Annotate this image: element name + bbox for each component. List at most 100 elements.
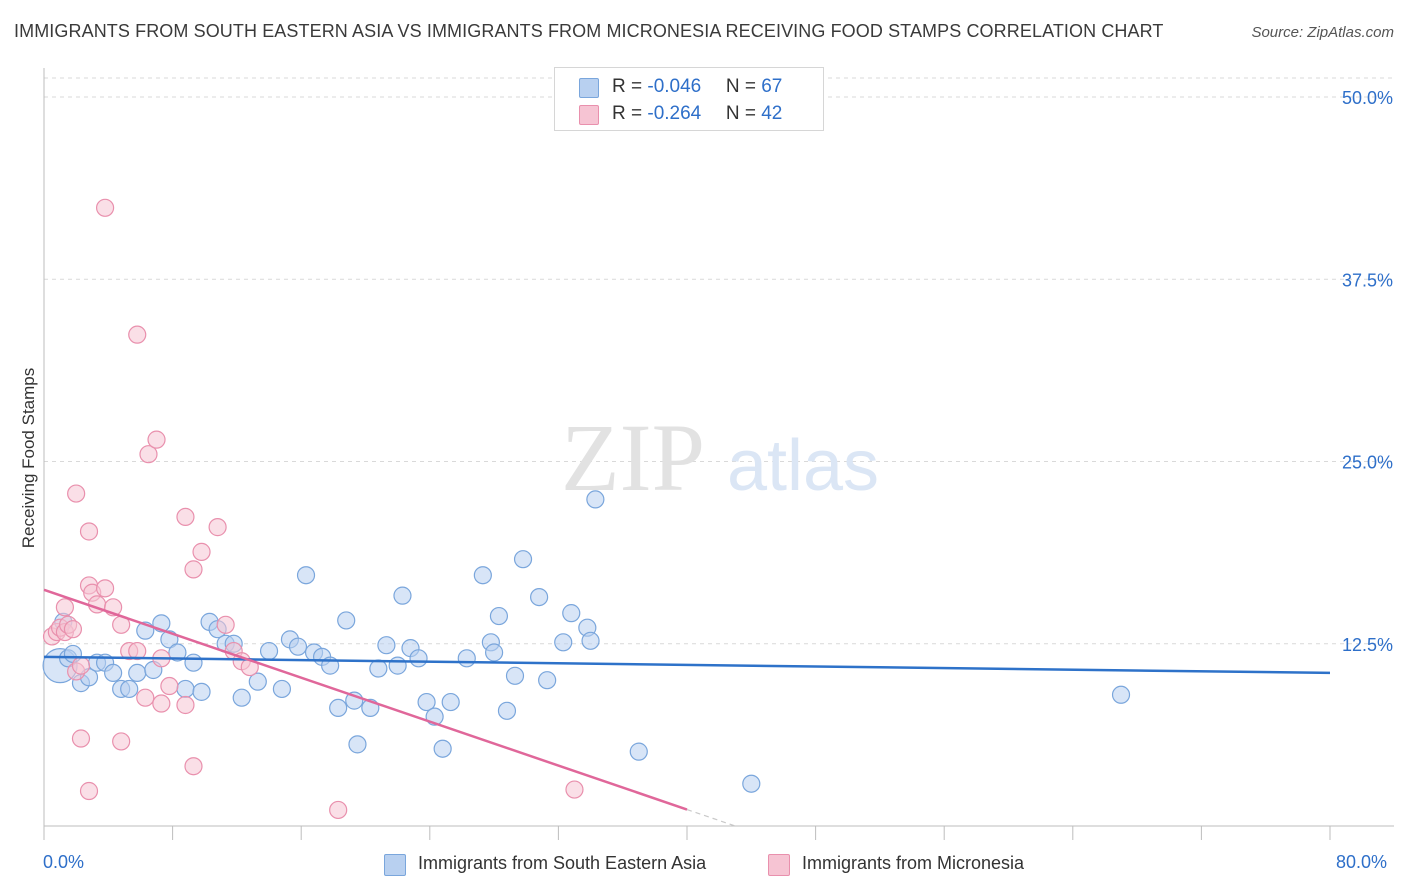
data-point-south-eastern-asia <box>513 550 533 569</box>
data-point-south-eastern-asia <box>629 742 648 761</box>
data-point-micronesia <box>79 781 99 801</box>
legend-r-value: -0.264 <box>647 103 702 124</box>
data-point-micronesia <box>329 800 348 820</box>
bottom-legend-label: Immigrants from Micronesia <box>802 853 1025 873</box>
data-point-south-eastern-asia <box>505 666 525 685</box>
data-point-micronesia <box>128 325 147 344</box>
data-point-micronesia <box>208 518 227 537</box>
data-point-micronesia <box>67 484 86 503</box>
watermark-zip: ZIP <box>561 404 705 511</box>
data-point-south-eastern-asia <box>489 606 509 626</box>
data-point-south-eastern-asia <box>530 587 549 607</box>
data-point-micronesia <box>95 579 115 598</box>
data-point-south-eastern-asia <box>473 566 492 585</box>
data-point-micronesia <box>192 542 211 561</box>
y-tick-label: 37.5% <box>1342 270 1393 290</box>
y-tick-label: 12.5% <box>1342 635 1393 655</box>
data-point-south-eastern-asia <box>337 611 356 630</box>
data-point-south-eastern-asia <box>128 663 147 683</box>
bottom-legend-label: Immigrants from South Eastern Asia <box>418 853 707 873</box>
data-point-south-eastern-asia <box>176 679 195 699</box>
data-point-south-eastern-asia <box>581 631 600 650</box>
data-point-south-eastern-asia <box>232 688 251 707</box>
data-point-south-eastern-asia <box>259 641 279 661</box>
data-point-micronesia <box>71 729 91 748</box>
watermark: ZIP atlas <box>561 404 879 511</box>
data-point-south-eastern-asia <box>348 735 367 754</box>
data-point-south-eastern-asia <box>441 692 460 712</box>
legend-r-label: R = <box>612 76 648 97</box>
data-point-south-eastern-asia <box>377 636 396 655</box>
x-tick-label-min: 0.0% <box>43 852 85 872</box>
y-tick-label: 25.0% <box>1342 453 1393 473</box>
trend-line-south-eastern-asia <box>43 655 1331 675</box>
data-point-south-eastern-asia <box>104 663 123 683</box>
data-point-micronesia <box>565 780 584 799</box>
data-point-south-eastern-asia <box>417 692 436 712</box>
data-point-micronesia <box>147 430 166 449</box>
data-point-south-eastern-asia <box>457 649 476 668</box>
correlation-legend: R = -0.046 N = 67 R = -0.264 N = 42 <box>554 67 824 131</box>
trend-line-micronesia <box>43 588 688 811</box>
series-micronesia <box>42 198 584 820</box>
data-point-micronesia <box>184 560 203 579</box>
data-point-south-eastern-asia <box>288 637 308 656</box>
data-point-micronesia <box>176 695 195 715</box>
data-point-south-eastern-asia <box>554 633 573 652</box>
data-point-south-eastern-asia <box>393 586 412 605</box>
y-tick-labels: 12.5% 25.0% 37.5% 50.0% <box>1342 88 1393 655</box>
data-point-micronesia <box>176 507 195 527</box>
legend-r-label: R = <box>612 103 648 124</box>
legend-n-label: N = <box>725 76 762 97</box>
data-point-micronesia <box>139 445 158 464</box>
data-point-micronesia <box>128 641 147 661</box>
data-point-micronesia <box>184 757 203 776</box>
data-point-south-eastern-asia <box>485 643 504 662</box>
data-point-south-eastern-asia <box>272 679 292 699</box>
legend-n-value: 42 <box>761 103 783 124</box>
data-point-south-eastern-asia <box>433 739 452 758</box>
data-point-micronesia <box>112 732 131 751</box>
data-point-south-eastern-asia <box>192 682 211 701</box>
data-point-south-eastern-asia <box>586 490 605 509</box>
data-point-south-eastern-asia <box>168 643 187 662</box>
data-point-micronesia <box>152 694 171 713</box>
bottom-legend-swatch-blue <box>384 854 406 876</box>
data-point-south-eastern-asia <box>184 653 203 672</box>
data-point-south-eastern-asia <box>497 701 517 720</box>
trend-line-extension <box>686 808 736 827</box>
legend-n-value: 67 <box>761 76 783 97</box>
axes <box>43 68 1394 840</box>
data-point-south-eastern-asia <box>538 671 557 690</box>
source-label: Source: ZipAtlas.com <box>1251 24 1394 41</box>
data-point-south-eastern-asia <box>562 604 581 623</box>
series-south-eastern-asia <box>42 490 1131 793</box>
data-point-micronesia <box>95 198 115 217</box>
data-point-south-eastern-asia <box>329 698 348 718</box>
chart-title: IMMIGRANTS FROM SOUTH EASTERN ASIA VS IM… <box>14 21 1164 41</box>
data-point-south-eastern-asia <box>388 656 407 675</box>
data-point-south-eastern-asia <box>742 774 761 793</box>
x-tick-label-max: 80.0% <box>1336 852 1388 872</box>
data-point-south-eastern-asia <box>296 566 316 585</box>
data-point-south-eastern-asia <box>1111 685 1131 704</box>
data-point-micronesia <box>71 656 91 675</box>
trend-lines <box>43 588 1331 827</box>
data-point-south-eastern-asia <box>409 649 428 668</box>
data-point-micronesia <box>79 522 99 541</box>
watermark-atlas: atlas <box>727 426 879 506</box>
y-tick-label: 50.0% <box>1342 88 1393 108</box>
data-point-micronesia <box>160 676 179 696</box>
legend-r-value: -0.046 <box>647 76 702 97</box>
data-point-south-eastern-asia <box>248 672 267 691</box>
data-point-south-eastern-asia <box>120 679 139 699</box>
legend-swatch-blue <box>579 78 599 98</box>
data-point-micronesia <box>136 688 155 707</box>
data-point-micronesia <box>63 620 83 639</box>
data-point-micronesia <box>55 598 74 617</box>
legend-swatch-pink <box>579 105 599 125</box>
legend-n-label: N = <box>725 103 762 124</box>
data-point-south-eastern-asia <box>369 659 388 678</box>
bottom-legend-swatch-pink <box>768 854 790 876</box>
data-point-micronesia <box>216 615 235 634</box>
